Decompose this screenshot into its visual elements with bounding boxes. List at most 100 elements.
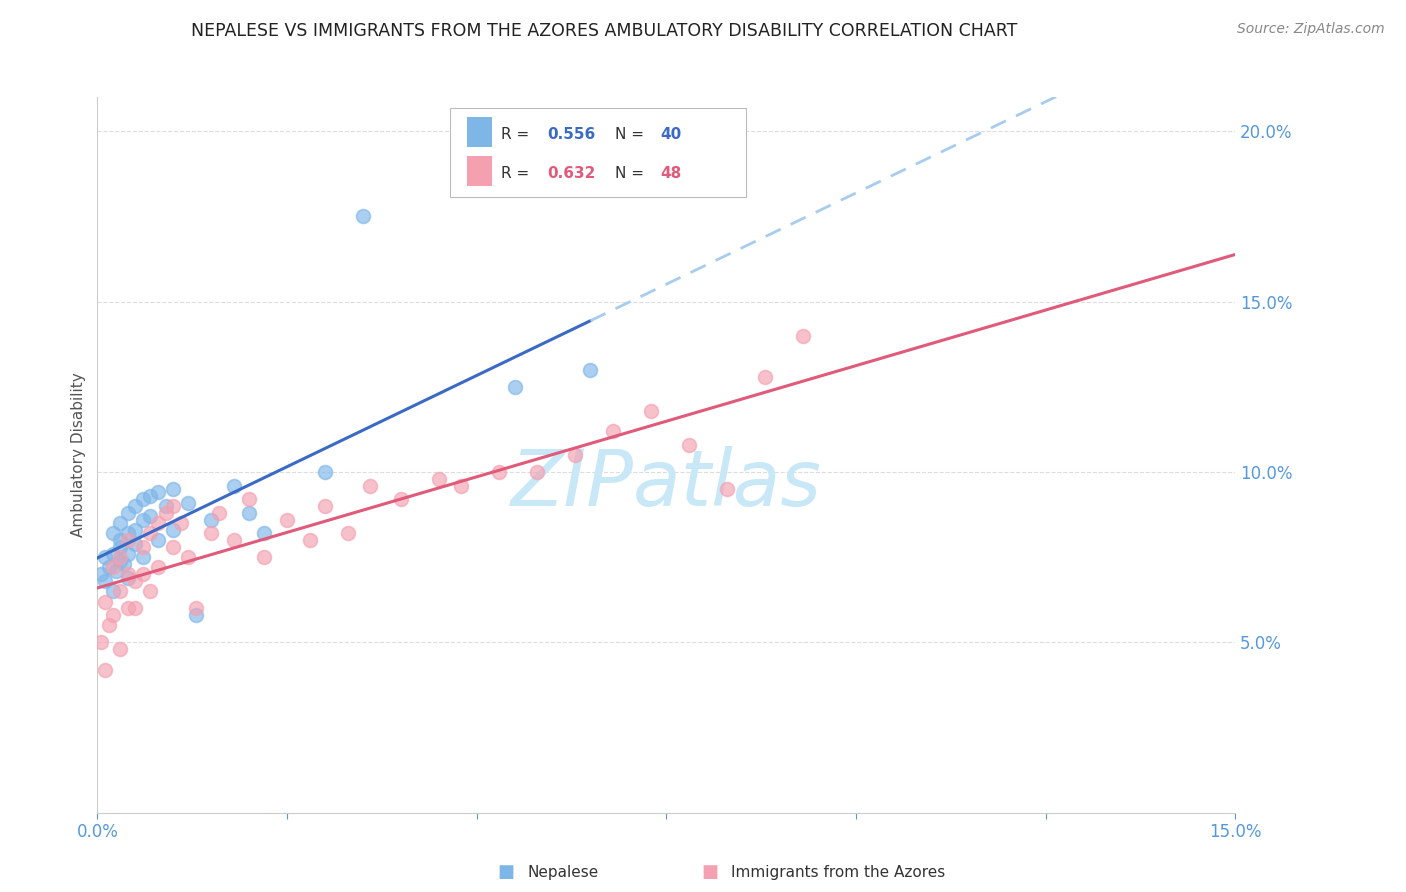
Point — [427, 472, 450, 486]
Point — [124, 574, 146, 588]
Point — [238, 506, 260, 520]
Point — [450, 478, 472, 492]
Point — [117, 533, 139, 548]
Point — [124, 536, 146, 550]
Point — [155, 499, 177, 513]
Point — [132, 550, 155, 565]
Point — [170, 516, 193, 530]
Point — [117, 526, 139, 541]
Y-axis label: Ambulatory Disability: Ambulatory Disability — [72, 373, 86, 537]
Point — [754, 369, 776, 384]
Point — [108, 584, 131, 599]
Point — [108, 516, 131, 530]
Point — [146, 533, 169, 548]
Point — [101, 560, 124, 574]
Point — [139, 489, 162, 503]
Point — [276, 513, 298, 527]
Point — [94, 663, 117, 677]
Point — [139, 584, 162, 599]
Point — [177, 550, 200, 565]
Point — [352, 210, 374, 224]
Point — [200, 513, 222, 527]
Text: Nepalese: Nepalese — [527, 865, 599, 880]
Point — [132, 492, 155, 507]
Text: N =: N = — [614, 127, 650, 142]
Point — [253, 526, 276, 541]
Point — [488, 465, 510, 479]
Bar — [467, 156, 492, 186]
Point — [101, 547, 124, 561]
Point — [132, 567, 155, 582]
Point — [124, 523, 146, 537]
Point — [155, 506, 177, 520]
Point — [162, 540, 184, 554]
Point — [314, 465, 336, 479]
Point — [146, 516, 169, 530]
Text: N =: N = — [614, 166, 650, 180]
FancyBboxPatch shape — [450, 108, 747, 197]
Point — [101, 526, 124, 541]
Point — [336, 526, 359, 541]
Text: ■: ■ — [498, 863, 515, 881]
Text: R =: R = — [502, 127, 534, 142]
Point — [101, 608, 124, 623]
Point — [132, 513, 155, 527]
Point — [716, 482, 738, 496]
Point — [124, 499, 146, 513]
Point — [108, 550, 131, 565]
Text: ZIPatlas: ZIPatlas — [510, 446, 821, 522]
Point — [162, 499, 184, 513]
Point — [792, 328, 814, 343]
Point — [90, 635, 112, 649]
Text: R =: R = — [502, 166, 534, 180]
Bar — [467, 117, 492, 147]
Point — [146, 560, 169, 574]
Point — [200, 526, 222, 541]
Text: NEPALESE VS IMMIGRANTS FROM THE AZORES AMBULATORY DISABILITY CORRELATION CHART: NEPALESE VS IMMIGRANTS FROM THE AZORES A… — [191, 22, 1018, 40]
Point — [146, 485, 169, 500]
Point — [359, 478, 381, 492]
Text: Source: ZipAtlas.com: Source: ZipAtlas.com — [1237, 22, 1385, 37]
Point — [503, 380, 526, 394]
Point — [97, 560, 120, 574]
Point — [108, 642, 131, 657]
Point — [117, 506, 139, 520]
Point — [139, 526, 162, 541]
Point — [97, 618, 120, 632]
Point — [602, 424, 624, 438]
Point — [526, 465, 548, 479]
Point — [389, 492, 412, 507]
Point — [184, 608, 207, 623]
Point — [564, 448, 586, 462]
Point — [117, 601, 139, 615]
Text: 48: 48 — [661, 166, 682, 180]
Text: ■: ■ — [702, 863, 718, 881]
Text: 40: 40 — [661, 127, 682, 142]
Point — [222, 533, 245, 548]
Point — [132, 540, 155, 554]
Text: Immigrants from the Azores: Immigrants from the Azores — [731, 865, 945, 880]
Point — [298, 533, 321, 548]
Point — [117, 567, 139, 582]
Point — [162, 523, 184, 537]
Point — [208, 506, 231, 520]
Point — [177, 496, 200, 510]
Text: 0.556: 0.556 — [547, 127, 595, 142]
Point — [112, 557, 135, 571]
Point — [105, 564, 128, 578]
Point — [90, 567, 112, 582]
Point — [94, 574, 117, 588]
Point — [117, 547, 139, 561]
Point — [94, 594, 117, 608]
Point — [579, 363, 602, 377]
Point — [117, 571, 139, 585]
Point — [139, 509, 162, 524]
Point — [124, 601, 146, 615]
Text: 0.632: 0.632 — [547, 166, 595, 180]
Point — [238, 492, 260, 507]
Point — [108, 533, 131, 548]
Point — [222, 478, 245, 492]
Point — [640, 403, 662, 417]
Point — [678, 438, 700, 452]
Point — [162, 482, 184, 496]
